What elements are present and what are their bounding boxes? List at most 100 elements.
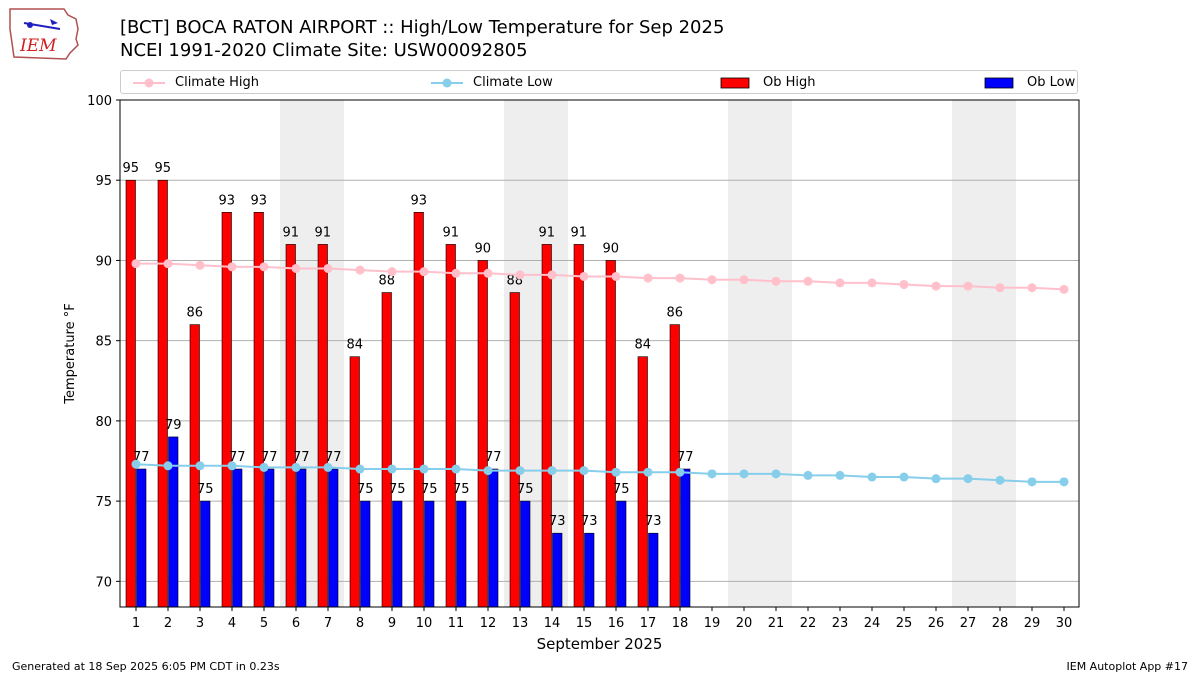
bar-label-ob-high: 91: [282, 225, 299, 240]
x-tick-label: 18: [672, 616, 689, 631]
bar-ob-high: [669, 324, 680, 608]
bar-ob-high: [253, 212, 264, 608]
bar-label-ob-low: 77: [229, 450, 246, 465]
bar-label-ob-high: 90: [602, 241, 619, 256]
bar-label-ob-high: 95: [154, 161, 171, 176]
x-tick-label: 3: [196, 616, 204, 631]
point-climate-low: [419, 464, 429, 474]
y-tick-label: 85: [95, 335, 112, 350]
bar-ob-high: [125, 179, 136, 608]
point-climate-high: [803, 276, 813, 286]
bar-ob-low: [232, 468, 243, 608]
point-climate-low: [483, 466, 493, 476]
bar-label-ob-high: 91: [538, 225, 555, 240]
x-tick-label: 25: [896, 616, 913, 631]
bar-label-ob-low: 77: [485, 450, 502, 465]
point-climate-low: [803, 470, 813, 480]
point-climate-high: [611, 271, 621, 281]
bar-ob-low: [456, 500, 467, 608]
bar-ob-high: [221, 212, 232, 608]
point-climate-high: [323, 263, 333, 273]
iem-logo: IEM: [9, 8, 79, 60]
point-climate-high: [291, 263, 301, 273]
bar-ob-low: [328, 468, 339, 608]
x-tick-label: 8: [356, 616, 364, 631]
x-tick-label: 9: [388, 616, 396, 631]
point-climate-low: [707, 469, 717, 479]
weekend-shade: [952, 100, 1016, 607]
point-climate-low: [611, 467, 621, 477]
legend-label: Ob Low: [1027, 75, 1076, 90]
bar-label-ob-low: 73: [581, 514, 598, 529]
point-climate-low: [131, 459, 141, 469]
x-tick-label: 27: [960, 616, 977, 631]
line-climate-low: [135, 463, 1064, 483]
point-climate-low: [163, 461, 173, 471]
bar-label-ob-high: 84: [346, 338, 363, 353]
x-tick-label: 7: [324, 616, 332, 631]
bar-ob-low: [296, 468, 307, 608]
point-climate-low: [771, 469, 781, 479]
x-tick-label: 4: [228, 616, 236, 631]
point-climate-high: [579, 271, 589, 281]
x-tick-label: 6: [292, 616, 300, 631]
x-tick-label: 22: [800, 616, 817, 631]
point-climate-low: [867, 472, 877, 482]
bar-label-ob-low: 75: [389, 482, 406, 497]
x-tick-label: 30: [1056, 616, 1073, 631]
legend-label: Climate High: [175, 75, 260, 90]
bar-ob-low: [360, 500, 371, 608]
y-tick-label: 100: [87, 94, 112, 109]
point-climate-high: [675, 273, 685, 283]
point-climate-low: [643, 467, 653, 477]
bar-label-ob-low: 79: [165, 418, 182, 433]
bar-label-ob-low: 75: [613, 482, 630, 497]
legend-label: Ob High: [763, 75, 816, 90]
bar-label-ob-high: 91: [314, 225, 331, 240]
chart-subtitle: NCEI 1991-2020 Climate Site: USW00092805: [120, 40, 528, 61]
x-tick-label: 14: [544, 616, 561, 631]
point-climate-high: [707, 275, 717, 285]
line-climate-high: [136, 262, 1065, 291]
point-climate-high: [547, 270, 557, 280]
y-axis-label: Temperature °F: [63, 303, 78, 404]
legend-swatch-ob-low: [984, 77, 1014, 89]
bar-label-ob-high: 93: [250, 193, 267, 208]
point-climate-high: [1059, 284, 1069, 294]
x-tick-label: 23: [832, 616, 849, 631]
bar-label-ob-high: 86: [186, 306, 203, 321]
point-climate-high: [835, 278, 845, 288]
bar-ob-high: [445, 244, 456, 608]
bar-ob-low: [200, 500, 211, 608]
bar-ob-high: [637, 356, 648, 608]
x-tick-label: 2: [164, 616, 172, 631]
bar-ob-low: [584, 532, 595, 608]
point-climate-high: [931, 281, 941, 291]
bar-ob-low: [488, 468, 499, 608]
x-tick-label: 29: [1024, 616, 1041, 631]
bar-ob-high: [381, 292, 392, 608]
x-axis-label: September 2025: [537, 635, 663, 653]
bar-ob-high: [573, 244, 584, 608]
x-tick-label: 1: [132, 616, 140, 631]
bar-ob-low: [424, 500, 435, 608]
point-climate-high: [515, 270, 525, 280]
bar-label-ob-low: 75: [517, 482, 534, 497]
bar-ob-high: [157, 179, 168, 608]
legend-swatch-climate-low: [431, 78, 463, 88]
x-tick-label: 5: [260, 616, 268, 631]
point-climate-high: [963, 281, 973, 291]
point-climate-low: [995, 475, 1005, 485]
point-climate-high: [419, 267, 429, 277]
point-climate-low: [1059, 477, 1069, 487]
chart-legend: Climate High Climate Low Ob High Ob Low: [120, 70, 1078, 94]
point-climate-high: [643, 273, 653, 283]
bar-ob-high: [477, 260, 488, 608]
x-tick-label: 12: [480, 616, 497, 631]
bar-label-ob-low: 75: [357, 482, 374, 497]
point-climate-high: [1027, 283, 1037, 293]
bar-ob-low: [392, 500, 403, 608]
weekend-shade: [728, 100, 792, 607]
point-climate-low: [291, 462, 301, 472]
point-climate-low: [515, 466, 525, 476]
